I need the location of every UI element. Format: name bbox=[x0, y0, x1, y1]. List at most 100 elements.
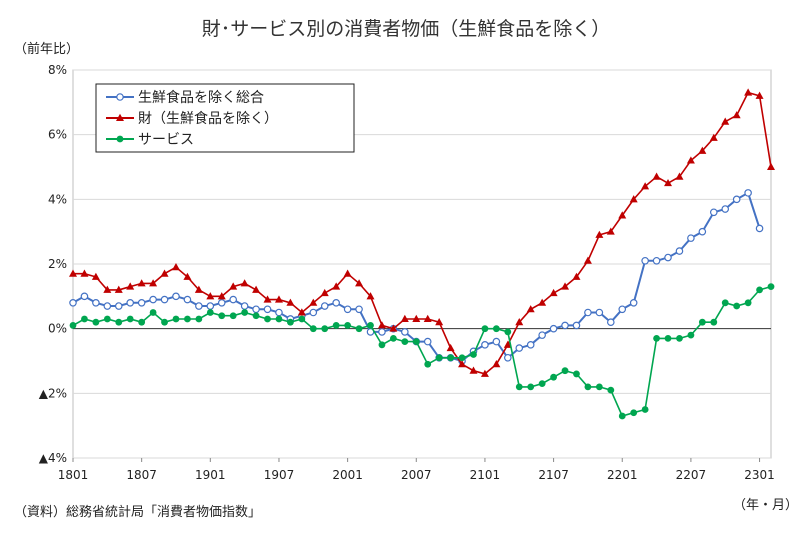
series-2-point bbox=[721, 117, 730, 125]
series-1-point bbox=[355, 305, 363, 314]
legend-marker bbox=[116, 113, 124, 121]
x-tick-label: 1807 bbox=[126, 468, 157, 482]
series-2-point bbox=[377, 321, 386, 329]
series-2-point bbox=[446, 343, 455, 352]
series-3-point bbox=[309, 325, 317, 333]
series-1-point bbox=[343, 305, 352, 314]
series-2-point bbox=[572, 272, 581, 280]
series-1-point bbox=[561, 321, 569, 330]
series-2-point bbox=[503, 340, 512, 348]
series-1-point bbox=[114, 302, 123, 310]
series-2-point bbox=[549, 288, 558, 297]
series-2-point bbox=[629, 195, 638, 203]
series-3-point bbox=[710, 318, 718, 326]
series-2-point bbox=[698, 146, 707, 154]
series-3-point bbox=[595, 383, 603, 391]
series-2-point bbox=[183, 272, 192, 280]
series-2-point bbox=[149, 279, 158, 287]
series-2-point bbox=[355, 279, 364, 287]
series-1-point bbox=[160, 295, 169, 304]
series-3-point bbox=[607, 386, 615, 394]
x-tick-label: 2007 bbox=[401, 468, 432, 482]
series-1-point bbox=[240, 302, 249, 310]
series-1-point bbox=[549, 324, 558, 333]
series-3-point bbox=[218, 312, 226, 320]
series-1-point bbox=[515, 344, 524, 352]
series-1-point bbox=[195, 302, 203, 310]
legend-marker bbox=[116, 135, 124, 143]
series-2-point bbox=[343, 269, 352, 277]
series-3-point bbox=[470, 351, 477, 358]
series-1-point bbox=[149, 295, 157, 304]
series-2-point bbox=[217, 292, 226, 300]
series-3-point bbox=[447, 354, 455, 362]
series-3-point bbox=[664, 334, 672, 342]
series-1-point bbox=[137, 298, 146, 307]
legend-box bbox=[95, 83, 355, 153]
series-3-point bbox=[653, 334, 660, 342]
series-2-point bbox=[618, 211, 627, 219]
series-1-point bbox=[332, 298, 340, 307]
series-3-point bbox=[492, 325, 500, 333]
series-1-point bbox=[664, 253, 672, 262]
series-1-point bbox=[595, 308, 604, 317]
series-2-point bbox=[171, 263, 180, 271]
series-2-point bbox=[69, 269, 77, 277]
series-1-point bbox=[618, 305, 627, 314]
y-tick-label: 0% bbox=[48, 322, 67, 336]
series-3-point bbox=[515, 383, 523, 391]
series-1-point bbox=[183, 295, 192, 304]
series-1-point bbox=[309, 308, 318, 317]
series-2-point bbox=[320, 288, 329, 297]
series-3-point bbox=[401, 338, 409, 345]
series-3-point bbox=[172, 315, 180, 323]
series-3-point bbox=[195, 315, 203, 323]
series-1-point bbox=[92, 298, 100, 307]
series-2-point bbox=[126, 282, 135, 290]
series-1-point bbox=[69, 298, 77, 307]
series-2-point bbox=[686, 156, 695, 164]
x-tick-label: 1801 bbox=[58, 468, 89, 482]
series-2-point bbox=[458, 360, 467, 368]
series-3-point bbox=[744, 299, 752, 307]
series-1-point bbox=[172, 292, 180, 301]
series-2-point bbox=[114, 285, 123, 293]
x-tick-label: 2301 bbox=[744, 468, 775, 482]
series-2-point bbox=[274, 295, 283, 303]
series-3-point bbox=[332, 322, 340, 329]
y-tick-label: 8% bbox=[48, 63, 67, 77]
series-2-point bbox=[80, 269, 89, 277]
series-2-point bbox=[400, 314, 409, 322]
series-3-point bbox=[573, 370, 580, 378]
series-2-point bbox=[732, 111, 741, 119]
series-2-point bbox=[652, 172, 661, 180]
legend-label: 財（生鮮食品を除く） bbox=[138, 110, 278, 127]
series-3-point bbox=[81, 315, 88, 323]
legend-label: 生鮮食品を除く総合 bbox=[138, 89, 264, 106]
series-2-point bbox=[263, 295, 272, 303]
x-tick-label: 2001 bbox=[332, 468, 363, 482]
legend-label: サービス bbox=[138, 132, 194, 148]
series-1-point bbox=[229, 295, 237, 304]
series-3-point bbox=[126, 315, 134, 323]
series-2-point bbox=[641, 182, 650, 190]
series-2-point bbox=[469, 366, 478, 374]
series-2-point bbox=[664, 178, 673, 187]
series-1-point bbox=[652, 256, 661, 265]
series-3-point bbox=[527, 383, 535, 391]
series-3-point bbox=[504, 328, 512, 336]
series-3-point bbox=[641, 406, 649, 413]
series-1-point bbox=[217, 298, 226, 307]
series-2-point bbox=[709, 133, 718, 141]
series-3-point bbox=[458, 354, 466, 362]
series-3-point bbox=[389, 334, 397, 342]
x-tick-label: 2201 bbox=[607, 468, 638, 482]
series-3-point bbox=[229, 312, 237, 320]
series-3-point bbox=[287, 318, 294, 326]
series-2-point bbox=[91, 272, 100, 280]
series-3-point bbox=[298, 315, 306, 323]
series-1-point bbox=[252, 305, 260, 314]
series-3-point bbox=[103, 315, 111, 323]
y-tick-label: 4% bbox=[48, 192, 67, 206]
